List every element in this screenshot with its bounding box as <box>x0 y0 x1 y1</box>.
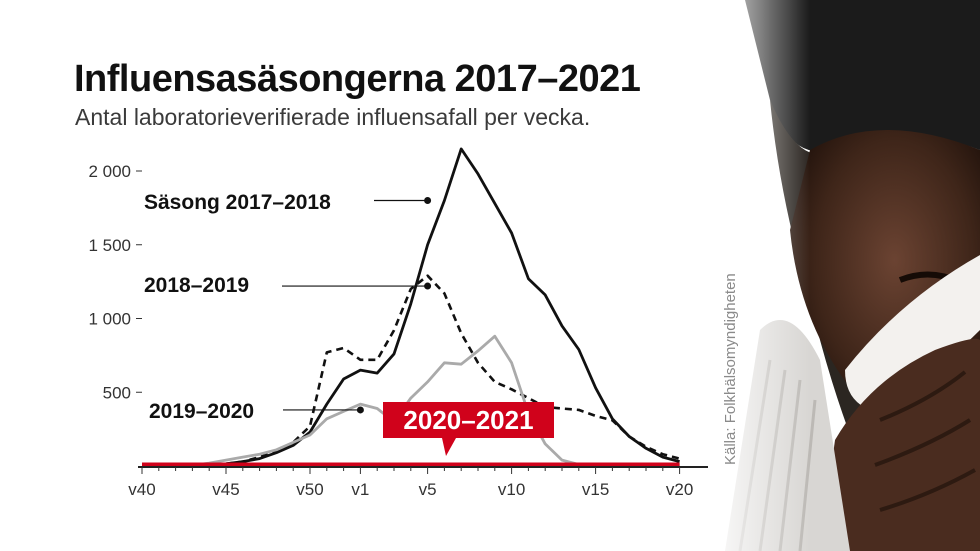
series-label: 2018–2019 <box>144 274 249 297</box>
callout-marker <box>356 406 364 414</box>
x-tick-label: v40 <box>128 480 155 499</box>
series-labels: Säsong 2017–2018 2018–2019 2019–2020 2020–2… <box>144 191 554 456</box>
x-tick-label: v45 <box>212 480 239 499</box>
series-label: 2019–2020 <box>149 400 254 423</box>
series-lines <box>142 147 680 467</box>
series-label: Säsong 2017–2018 <box>144 191 331 214</box>
x-tick-label: v50 <box>296 480 323 499</box>
highlight-label-box <box>383 402 554 456</box>
y-tick-label: 500 <box>103 383 131 402</box>
x-tick-label: v10 <box>498 480 525 499</box>
x-tick-label: v15 <box>582 480 609 499</box>
series-label-highlight: 2020–2021 <box>403 405 533 435</box>
chart-title: Influensasäsongerna 2017–2021 <box>74 58 641 100</box>
x-tick-label: v20 <box>666 480 693 499</box>
y-tick-label: 1 500 <box>88 236 131 255</box>
y-tick-label: 2 000 <box>88 162 131 181</box>
chart-subtitle: Antal laboratorieverifierade influensafa… <box>75 104 591 130</box>
y-axis-ticks: 500 1 000 1 500 2 000 <box>88 162 142 402</box>
y-tick-label: 1 000 <box>88 310 131 329</box>
x-tick-label: v1 <box>351 480 369 499</box>
x-tick-label: v5 <box>419 480 437 499</box>
callout-marker <box>424 197 432 204</box>
x-axis-ticks: v40 v45 v50 v1 v5 v10 v15 v20 <box>128 467 693 499</box>
callout-marker <box>424 282 432 290</box>
